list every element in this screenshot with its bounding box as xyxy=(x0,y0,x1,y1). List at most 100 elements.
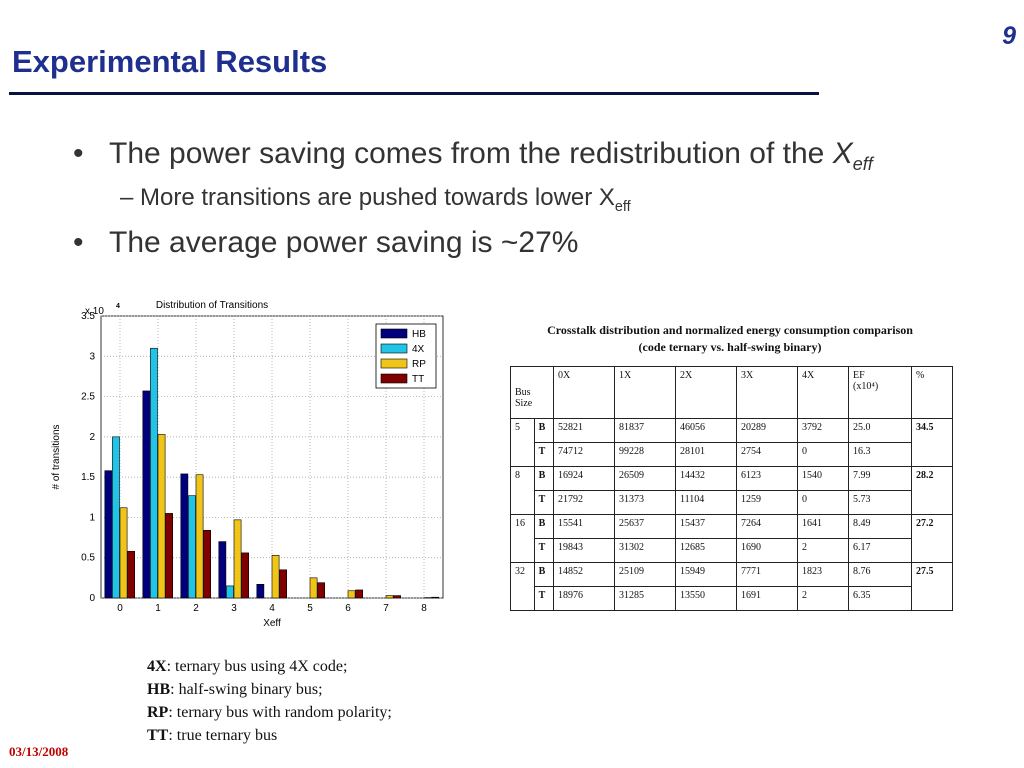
bar-hb xyxy=(180,473,189,599)
slide-date: 03/13/2008 xyxy=(9,744,69,759)
x-tick-label: 7 xyxy=(383,603,389,614)
table-cell: 0 xyxy=(797,442,849,467)
x-tick-label: 6 xyxy=(345,603,351,614)
y-tick-label: 1 xyxy=(89,512,95,523)
table-cell: 46056 xyxy=(675,418,737,443)
code-type-cell: T xyxy=(533,586,555,611)
table-cell: 8.49 xyxy=(848,514,912,539)
bar-rp xyxy=(271,554,280,599)
bar-tt xyxy=(431,596,440,599)
header-3x: 3X xyxy=(736,366,798,419)
table-cell: 99228 xyxy=(614,442,676,467)
y-multiplier-label: x 10 xyxy=(85,306,104,317)
table-cell: 5.73 xyxy=(848,490,912,515)
table-row: 32 B 14852 25109 15949 7771 1823 8.76 27.5 xyxy=(510,562,953,611)
table-cell: 1259 xyxy=(736,490,798,515)
table-row: T 18976 31285 13550 1691 2 6.35 xyxy=(511,586,953,611)
bar-hb xyxy=(218,541,227,599)
table-row: T 19843 31302 12685 1690 2 6.17 xyxy=(511,538,953,563)
y-tick-label: 2 xyxy=(89,432,95,443)
bar-tt xyxy=(203,530,212,599)
code-type-cell: B xyxy=(533,514,555,539)
bar-hb xyxy=(256,584,265,599)
legend-note-desc: : half-swing binary bus; xyxy=(170,681,323,698)
table-cell: 2754 xyxy=(736,442,798,467)
header-4x: 4X xyxy=(797,366,849,419)
table-cell: 16.3 xyxy=(848,442,912,467)
legend-swatch-4x xyxy=(380,343,408,354)
saving-pct-cell: 27.2 xyxy=(911,514,953,563)
legend-note-key: TT xyxy=(147,727,169,744)
table-row: T 21792 31373 11104 1259 0 5.73 xyxy=(511,490,953,515)
bar-tt xyxy=(279,569,288,599)
header-1x: 1X xyxy=(614,366,676,419)
table-cell: 26509 xyxy=(614,466,676,491)
bullet-1-text: The power saving comes from the redistri… xyxy=(109,137,873,175)
bus-size-cell: 16 xyxy=(510,514,535,563)
legend-note-key: 4X xyxy=(147,658,167,675)
bus-size-cell: 32 xyxy=(510,562,535,611)
table-cell: 8.76 xyxy=(848,562,912,587)
table-caption: Crosstalk distribution and normalized en… xyxy=(505,322,955,356)
table-cell: 1690 xyxy=(736,538,798,563)
saving-pct-cell: 28.2 xyxy=(911,466,953,515)
table-cell: 25637 xyxy=(614,514,676,539)
x-tick-label: 8 xyxy=(421,603,427,614)
legend-note-desc: : ternary bus with random polarity; xyxy=(168,704,392,721)
code-type-cell: T xyxy=(533,442,555,467)
bar-rp xyxy=(347,590,356,599)
y-tick-label: 3.5 xyxy=(81,311,95,322)
table-cell: 2 xyxy=(797,586,849,611)
y-tick-label: 0.5 xyxy=(81,553,95,564)
table-header-row: Bus Size 0X 1X 2X 3X 4X EF (x10⁴) % xyxy=(510,366,953,419)
table-cell: 25.0 xyxy=(848,418,912,443)
table-cell: 20289 xyxy=(736,418,798,443)
table-cell: 15949 xyxy=(675,562,737,587)
code-type-cell: B xyxy=(533,418,555,443)
table-cell: 25109 xyxy=(614,562,676,587)
table-cell: 31373 xyxy=(614,490,676,515)
saving-pct-cell: 34.5 xyxy=(911,418,953,467)
table-cell: 2 xyxy=(797,538,849,563)
title-divider xyxy=(9,92,819,95)
y-tick-label: 0 xyxy=(89,593,95,604)
legend-note-key: RP xyxy=(147,704,169,721)
code-type-cell: B xyxy=(533,466,555,491)
table-cell: 16924 xyxy=(553,466,615,491)
table-row: 8 B 16924 26509 14432 6123 1540 7.99 28.2 xyxy=(510,466,953,515)
table-caption-line1: Crosstalk distribution and normalized en… xyxy=(547,323,913,337)
bar-rp xyxy=(233,519,242,599)
bar-rp xyxy=(195,474,204,599)
table-cell: 0 xyxy=(797,490,849,515)
table-cell: 31285 xyxy=(614,586,676,611)
bar-4x xyxy=(112,436,120,599)
legend-note-desc: : true ternary bus xyxy=(168,727,278,744)
x-tick-label: 5 xyxy=(307,603,313,614)
table-cell: 1823 xyxy=(797,562,849,587)
header-ef-unit: (x10⁴) xyxy=(853,381,879,392)
bar-tt xyxy=(355,589,364,599)
sub-bullet: – More transitions are pushed towards lo… xyxy=(120,184,631,215)
bar-rp xyxy=(119,507,128,599)
bar-4x xyxy=(226,585,234,599)
header-ef-label: EF xyxy=(853,370,865,381)
header-pct: % xyxy=(911,366,953,419)
bar-tt xyxy=(393,595,402,599)
sub-bullet-text: More transitions are pushed towards lowe… xyxy=(140,184,615,211)
table-caption-line2: (code ternary vs. half-swing binary) xyxy=(638,340,822,354)
legend-notes: 4X: ternary bus using 4X code; HB: half-… xyxy=(147,655,392,747)
transitions-bar-chart: 0 0.5 1 1.5 2 2.5 3 3.5 0 1 2 3 4 5 6 7 8 Distribution of… xyxy=(44,290,454,630)
bullet-dot-icon: • xyxy=(73,226,84,259)
y-tick-label: 1.5 xyxy=(81,472,95,483)
code-type-cell: B xyxy=(533,562,555,587)
bullet-2-text: The average power saving is ~27% xyxy=(109,226,579,259)
bar-rp xyxy=(309,577,318,599)
legend-note-desc: : ternary bus using 4X code; xyxy=(166,658,348,675)
table-cell: 28101 xyxy=(675,442,737,467)
bus-size-cell: 5 xyxy=(510,418,535,467)
bar-tt xyxy=(165,513,173,599)
code-type-cell: T xyxy=(533,538,555,563)
x-tick-label: 2 xyxy=(193,603,199,614)
table-cell: 1540 xyxy=(797,466,849,491)
x-tick-label: 1 xyxy=(155,603,161,614)
